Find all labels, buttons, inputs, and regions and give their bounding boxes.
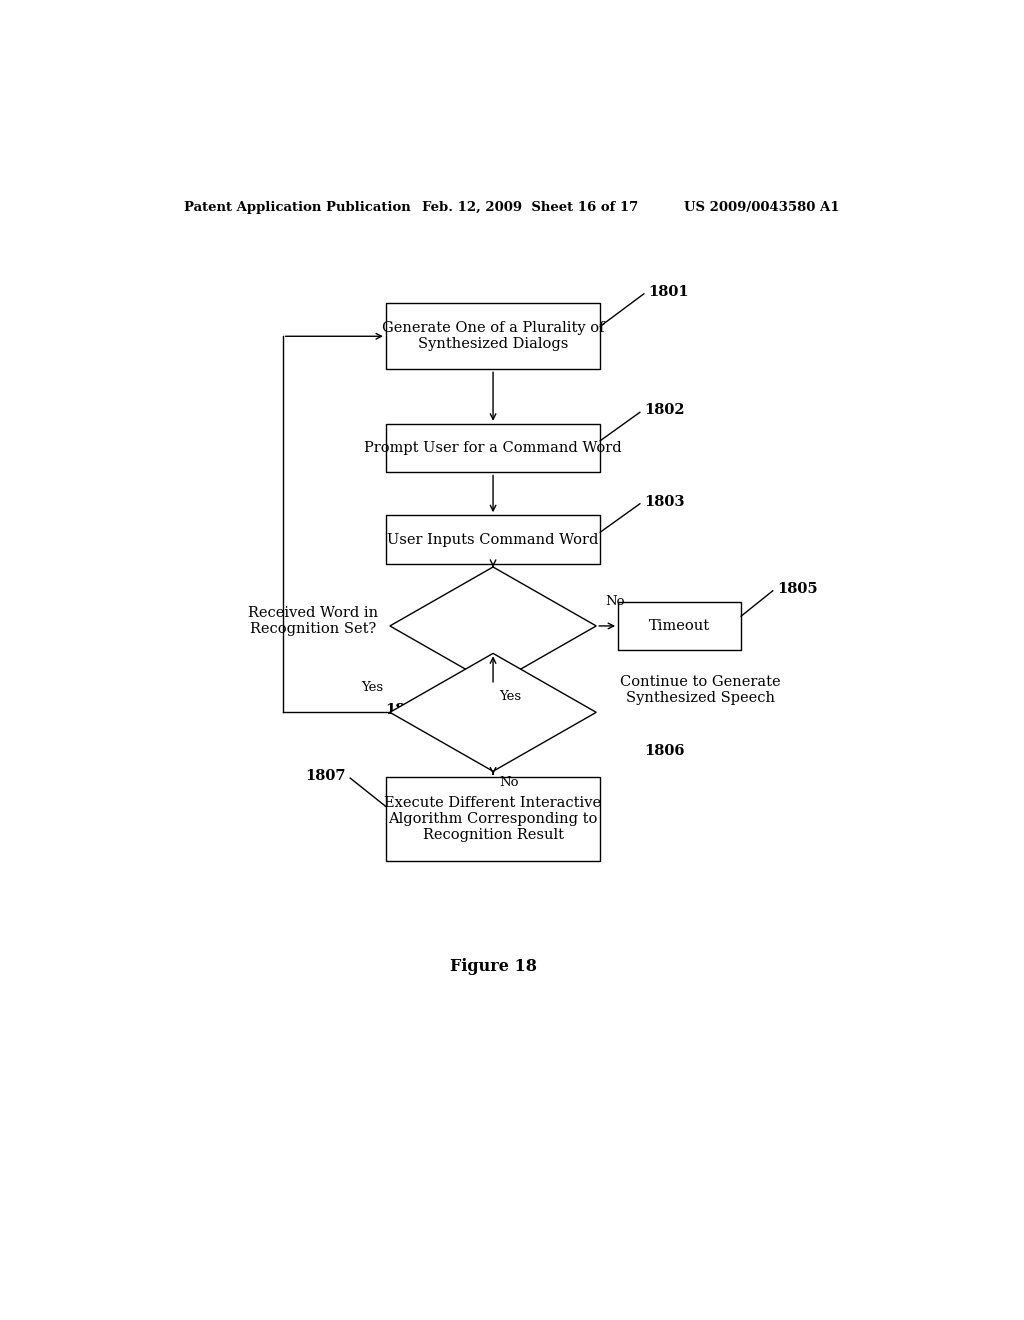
Text: 1806: 1806 [644,744,684,758]
Text: 1804: 1804 [385,704,426,717]
Text: User Inputs Command Word: User Inputs Command Word [387,532,599,546]
Text: Yes: Yes [500,690,521,704]
Text: Prompt User for a Command Word: Prompt User for a Command Word [365,441,622,455]
Text: 1803: 1803 [644,495,684,508]
Text: No: No [606,594,626,607]
Text: Execute Different Interactive
Algorithm Corresponding to
Recognition Result: Execute Different Interactive Algorithm … [384,796,602,842]
Text: US 2009/0043580 A1: US 2009/0043580 A1 [684,201,839,214]
Text: Generate One of a Plurality of
Synthesized Dialogs: Generate One of a Plurality of Synthesiz… [382,321,604,351]
Text: 1805: 1805 [777,582,817,595]
FancyBboxPatch shape [618,602,741,651]
Polygon shape [390,653,596,771]
FancyBboxPatch shape [386,515,600,564]
Text: Received Word in
Recognition Set?: Received Word in Recognition Set? [248,606,378,636]
FancyBboxPatch shape [386,777,600,861]
FancyBboxPatch shape [386,304,600,370]
Text: Feb. 12, 2009  Sheet 16 of 17: Feb. 12, 2009 Sheet 16 of 17 [422,201,638,214]
Text: Timeout: Timeout [649,619,710,634]
Text: Figure 18: Figure 18 [450,958,537,975]
FancyBboxPatch shape [386,424,600,473]
Polygon shape [390,568,596,685]
Text: 1802: 1802 [644,404,684,417]
Text: Yes: Yes [361,681,384,694]
Text: Patent Application Publication: Patent Application Publication [183,201,411,214]
Text: No: No [500,776,519,789]
Text: 1807: 1807 [306,770,346,783]
Text: Continue to Generate
Synthesized Speech: Continue to Generate Synthesized Speech [621,675,780,705]
Text: 1801: 1801 [648,285,688,298]
